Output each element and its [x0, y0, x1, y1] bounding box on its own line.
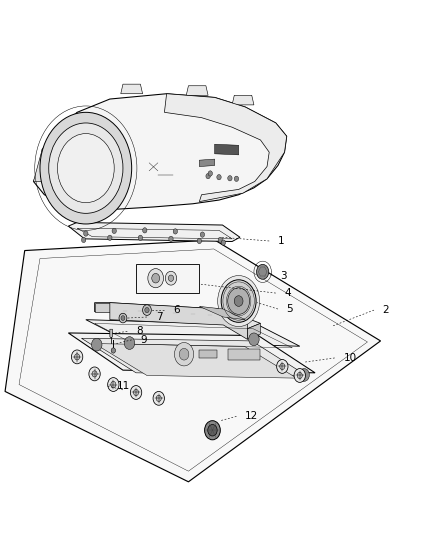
- Circle shape: [74, 354, 80, 360]
- Circle shape: [297, 373, 302, 378]
- Text: 12: 12: [245, 411, 258, 422]
- Circle shape: [208, 171, 212, 176]
- Circle shape: [228, 288, 250, 314]
- Circle shape: [89, 367, 100, 381]
- Polygon shape: [199, 306, 245, 320]
- Circle shape: [57, 134, 114, 203]
- Circle shape: [218, 276, 260, 327]
- Circle shape: [112, 228, 117, 233]
- Circle shape: [179, 349, 189, 360]
- Circle shape: [145, 308, 149, 313]
- Text: 5: 5: [287, 304, 293, 314]
- Polygon shape: [68, 333, 315, 373]
- Polygon shape: [68, 222, 240, 241]
- Circle shape: [257, 264, 269, 279]
- Circle shape: [108, 235, 112, 240]
- Bar: [228, 349, 261, 360]
- Circle shape: [92, 338, 102, 351]
- Circle shape: [249, 333, 259, 346]
- Bar: [136, 264, 199, 293]
- Circle shape: [143, 228, 147, 233]
- Text: 9: 9: [141, 335, 147, 345]
- Circle shape: [221, 280, 256, 322]
- Circle shape: [299, 368, 309, 381]
- Circle shape: [143, 305, 151, 316]
- Polygon shape: [164, 94, 287, 201]
- Polygon shape: [232, 95, 254, 105]
- Polygon shape: [199, 159, 215, 166]
- Circle shape: [169, 236, 173, 241]
- Circle shape: [152, 273, 159, 283]
- Circle shape: [280, 364, 285, 369]
- Text: 6: 6: [173, 305, 180, 315]
- Circle shape: [81, 237, 86, 243]
- Circle shape: [153, 391, 164, 405]
- Circle shape: [40, 112, 132, 224]
- Polygon shape: [33, 94, 287, 209]
- Text: 10: 10: [343, 353, 357, 363]
- Polygon shape: [95, 344, 297, 378]
- Text: 2: 2: [383, 305, 389, 315]
- Circle shape: [294, 368, 305, 382]
- Circle shape: [124, 337, 135, 350]
- Polygon shape: [81, 338, 306, 375]
- Text: 4: 4: [285, 288, 291, 298]
- Circle shape: [148, 269, 163, 288]
- Circle shape: [200, 232, 205, 237]
- Polygon shape: [186, 86, 208, 95]
- Polygon shape: [95, 303, 110, 312]
- Circle shape: [92, 371, 97, 377]
- Text: 1: 1: [278, 236, 285, 246]
- Circle shape: [234, 296, 243, 306]
- Circle shape: [71, 350, 83, 364]
- Circle shape: [119, 313, 127, 323]
- Circle shape: [277, 360, 288, 373]
- Circle shape: [197, 238, 201, 244]
- Circle shape: [205, 421, 220, 440]
- Circle shape: [221, 240, 226, 245]
- Polygon shape: [110, 329, 113, 338]
- Circle shape: [173, 229, 177, 234]
- Text: 7: 7: [155, 312, 162, 322]
- Circle shape: [111, 348, 116, 353]
- Polygon shape: [95, 303, 261, 329]
- Text: 11: 11: [117, 381, 130, 391]
- Polygon shape: [5, 240, 381, 482]
- Circle shape: [208, 424, 217, 436]
- Circle shape: [234, 176, 239, 181]
- Polygon shape: [215, 144, 239, 155]
- Polygon shape: [86, 320, 300, 346]
- Circle shape: [131, 385, 142, 399]
- Circle shape: [217, 174, 221, 180]
- Polygon shape: [247, 324, 261, 340]
- Circle shape: [134, 390, 138, 395]
- Circle shape: [121, 316, 125, 320]
- Text: 8: 8: [136, 326, 143, 336]
- Circle shape: [138, 235, 143, 240]
- Polygon shape: [121, 84, 143, 94]
- Circle shape: [218, 237, 223, 243]
- Circle shape: [168, 275, 173, 281]
- Polygon shape: [33, 112, 77, 181]
- Circle shape: [108, 377, 119, 391]
- Text: 3: 3: [280, 271, 287, 280]
- Circle shape: [84, 231, 88, 236]
- Polygon shape: [110, 303, 247, 340]
- Bar: [199, 350, 217, 358]
- Circle shape: [156, 395, 161, 401]
- Circle shape: [49, 123, 123, 213]
- Circle shape: [165, 271, 177, 285]
- Circle shape: [174, 343, 194, 366]
- Circle shape: [111, 382, 116, 387]
- Circle shape: [228, 175, 232, 181]
- Circle shape: [206, 173, 210, 179]
